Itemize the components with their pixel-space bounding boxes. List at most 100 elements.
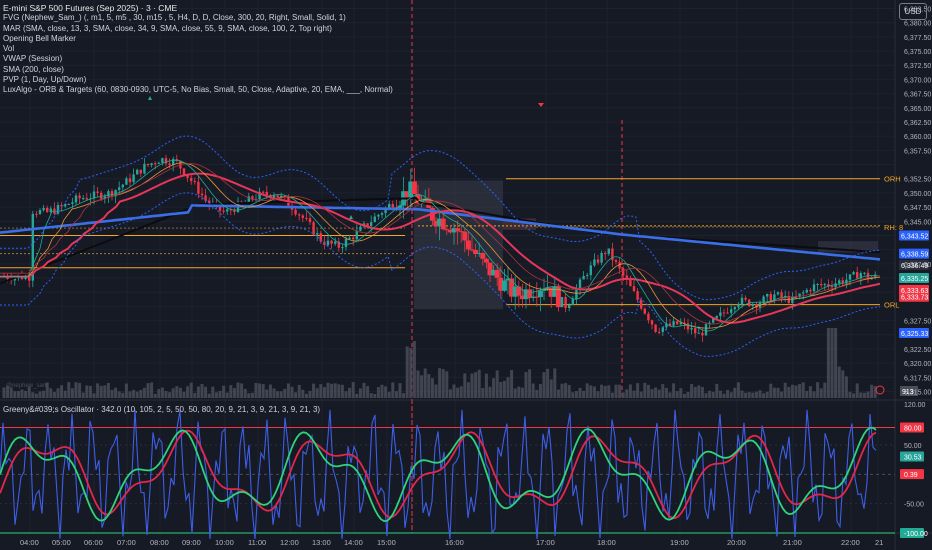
volume-bar	[574, 391, 578, 398]
time-axis-label[interactable]: 17:00	[536, 538, 555, 547]
time-axis-label[interactable]: 15:00	[377, 538, 396, 547]
currency-button[interactable]: USD	[899, 3, 927, 20]
legend-opening-bell[interactable]: Opening Bell Marker	[3, 33, 76, 43]
volume-bar	[862, 392, 866, 398]
oscillator-legend[interactable]: Greeny&#039;s Oscillator · 342.0 (10, 10…	[3, 405, 321, 414]
time-axis-label[interactable]: 12:00	[280, 538, 299, 547]
candle	[586, 275, 589, 277]
volume-bar	[571, 392, 575, 398]
author-watermark: @nephew_sam_	[6, 383, 52, 389]
candle	[366, 223, 369, 227]
legend-mar[interactable]: MAR (SMA, close, 13, 3, SMA, close, 34, …	[3, 23, 332, 33]
volume-bar	[229, 385, 233, 398]
candle	[6, 276, 9, 279]
legend-vol[interactable]: Vol	[3, 44, 15, 54]
legend-pvp[interactable]: PVP (1, Day, Up/Down)	[3, 75, 87, 85]
candle	[658, 331, 661, 333]
price-tick-label[interactable]: 6,372.50	[904, 63, 931, 70]
price-tick-label[interactable]: 6,377.50	[904, 35, 931, 42]
time-axis-label[interactable]: 07:00	[117, 538, 136, 547]
legend-luxalgo[interactable]: LuxAlgo - ORB & Targets (60, 0830-0930, …	[3, 85, 393, 95]
volume-bar	[646, 384, 650, 398]
time-axis-label[interactable]: 13:00	[312, 538, 331, 547]
price-tick-label[interactable]: 6,365.00	[904, 106, 931, 113]
volume-bar	[70, 388, 74, 398]
volume-bar	[754, 391, 758, 398]
volume-bar	[222, 385, 226, 398]
volume-bar	[13, 391, 17, 398]
volume-bar	[193, 392, 197, 398]
time-axis-label[interactable]: 21	[875, 538, 883, 547]
volume-bar	[243, 388, 247, 398]
time-axis-label[interactable]: 19:00	[670, 538, 689, 547]
volume-bar	[114, 387, 118, 398]
price-tick-label[interactable]: 6,320.00	[904, 361, 931, 368]
volume-bar	[240, 383, 244, 398]
price-tick-label[interactable]: 6,315.00	[904, 389, 931, 396]
symbol-title[interactable]: E-mini S&P 500 Futures (Sep 2025) · 3 · …	[3, 3, 178, 13]
volume-bar	[675, 391, 679, 398]
volume-bar	[391, 382, 395, 398]
time-axis-label[interactable]: 18:00	[597, 538, 616, 547]
time-axis-label[interactable]: 05:00	[52, 538, 71, 547]
price-tick-label[interactable]: 6,345.00	[904, 219, 931, 226]
candle	[308, 218, 312, 223]
time-axis-label[interactable]: 04:00	[20, 538, 39, 547]
candle	[469, 249, 475, 251]
price-tick-label[interactable]: 6,382.50	[904, 7, 931, 14]
time-axis-label[interactable]: 22:00	[841, 538, 860, 547]
price-tick-label[interactable]: 6,352.50	[904, 177, 931, 184]
time-axis-label[interactable]: 08:00	[150, 538, 169, 547]
price-tick-label[interactable]: 6,317.50	[904, 375, 931, 382]
candle	[247, 196, 250, 203]
price-tick-label[interactable]: 6,327.50	[904, 319, 931, 326]
price-tick-label[interactable]: 6,380.00	[904, 21, 931, 28]
price-tick-label[interactable]: 6,375.00	[904, 49, 931, 56]
signal-marker-down	[538, 103, 544, 107]
candle	[564, 297, 567, 309]
price-tick-label[interactable]: 6,370.00	[904, 77, 931, 84]
price-tick-label[interactable]: 6,350.00	[904, 191, 931, 198]
candle	[157, 162, 160, 164]
volume-bar	[387, 391, 391, 398]
candle	[661, 327, 664, 332]
time-axis-label[interactable]: 10:00	[215, 538, 234, 547]
volume-bar	[502, 380, 506, 398]
price-tick-label[interactable]: 6,337.50	[904, 262, 931, 269]
price-tick-label[interactable]: 6,322.50	[904, 347, 931, 354]
volume-bar	[412, 341, 416, 398]
candle	[233, 210, 236, 212]
candle	[780, 292, 783, 298]
price-tick-label[interactable]: 6,357.50	[904, 148, 931, 155]
volume-bar	[211, 386, 215, 398]
candle	[186, 175, 189, 178]
legend-vwap[interactable]: VWAP (Session)	[3, 54, 63, 64]
time-axis-label[interactable]: 14:00	[344, 538, 363, 547]
volume-bar	[769, 383, 773, 398]
osc-axis-badge	[900, 469, 924, 480]
legend-fvg[interactable]: FVG (Nephew_Sam_) (, m1, 5, m5 , 30, m15…	[3, 13, 346, 23]
candle	[64, 204, 67, 207]
volume-bar	[24, 390, 28, 398]
time-axis-label[interactable]: 06:00	[84, 538, 103, 547]
candle	[175, 159, 178, 161]
volume-bar	[538, 383, 542, 398]
time-axis-label[interactable]: 20:00	[727, 538, 746, 547]
price-tick-label[interactable]: 6,360.00	[904, 134, 931, 141]
price-tick-label[interactable]: 6,362.50	[904, 120, 931, 127]
candle	[534, 296, 540, 298]
time-axis-label[interactable]: 11:00	[248, 538, 266, 547]
price-badge-label: 6,325.33	[901, 331, 928, 338]
candle	[13, 277, 16, 281]
price-tick-label[interactable]: 6,347.50	[904, 205, 931, 212]
candle	[473, 249, 479, 254]
time-axis-label[interactable]: 21:00	[783, 538, 802, 547]
price-badge-label: 6,336.49	[901, 263, 928, 270]
candle	[845, 279, 848, 284]
time-axis-label[interactable]: 16:00	[445, 538, 464, 547]
candle	[451, 228, 457, 233]
legend-sma[interactable]: SMA (200, close)	[3, 64, 64, 74]
time-axis-label[interactable]: 09:00	[182, 538, 201, 547]
price-tick-label[interactable]: 6,367.50	[904, 92, 931, 99]
